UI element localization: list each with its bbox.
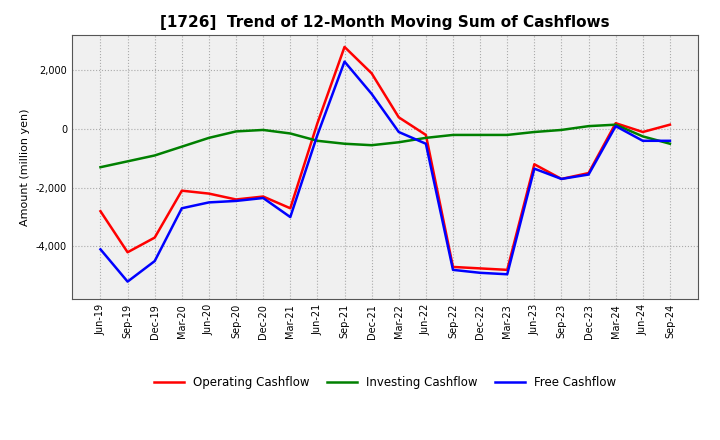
Investing Cashflow bbox=[665, 141, 674, 147]
Operating Cashflow bbox=[204, 191, 213, 196]
Free Cashflow bbox=[421, 141, 430, 147]
Investing Cashflow bbox=[421, 135, 430, 140]
Investing Cashflow bbox=[449, 132, 457, 138]
Operating Cashflow bbox=[395, 115, 403, 120]
Operating Cashflow bbox=[611, 121, 620, 126]
Operating Cashflow bbox=[665, 122, 674, 127]
Investing Cashflow bbox=[232, 129, 240, 134]
Investing Cashflow bbox=[530, 129, 539, 135]
Investing Cashflow bbox=[584, 124, 593, 129]
Free Cashflow bbox=[665, 138, 674, 143]
Investing Cashflow bbox=[341, 141, 349, 147]
Line: Operating Cashflow: Operating Cashflow bbox=[101, 47, 670, 270]
Free Cashflow bbox=[395, 129, 403, 135]
Investing Cashflow bbox=[259, 127, 268, 132]
Operating Cashflow bbox=[476, 266, 485, 271]
Operating Cashflow bbox=[421, 132, 430, 138]
Investing Cashflow bbox=[178, 144, 186, 149]
Operating Cashflow bbox=[639, 129, 647, 135]
Free Cashflow bbox=[449, 267, 457, 272]
Investing Cashflow bbox=[313, 138, 322, 143]
Y-axis label: Amount (million yen): Amount (million yen) bbox=[20, 108, 30, 226]
Operating Cashflow bbox=[286, 205, 294, 211]
Line: Investing Cashflow: Investing Cashflow bbox=[101, 125, 670, 167]
Free Cashflow bbox=[204, 200, 213, 205]
Free Cashflow bbox=[123, 279, 132, 284]
Operating Cashflow bbox=[178, 188, 186, 193]
Operating Cashflow bbox=[123, 249, 132, 255]
Investing Cashflow bbox=[476, 132, 485, 138]
Operating Cashflow bbox=[367, 71, 376, 76]
Free Cashflow bbox=[232, 198, 240, 204]
Free Cashflow bbox=[96, 247, 105, 252]
Free Cashflow bbox=[341, 59, 349, 64]
Operating Cashflow bbox=[150, 235, 159, 240]
Investing Cashflow bbox=[123, 159, 132, 164]
Free Cashflow bbox=[639, 138, 647, 143]
Free Cashflow bbox=[584, 172, 593, 177]
Operating Cashflow bbox=[557, 176, 566, 182]
Operating Cashflow bbox=[341, 44, 349, 50]
Investing Cashflow bbox=[557, 127, 566, 132]
Title: [1726]  Trend of 12-Month Moving Sum of Cashflows: [1726] Trend of 12-Month Moving Sum of C… bbox=[161, 15, 610, 30]
Operating Cashflow bbox=[96, 209, 105, 214]
Free Cashflow bbox=[286, 214, 294, 220]
Investing Cashflow bbox=[367, 143, 376, 148]
Operating Cashflow bbox=[449, 264, 457, 270]
Operating Cashflow bbox=[584, 170, 593, 176]
Line: Free Cashflow: Free Cashflow bbox=[101, 62, 670, 282]
Free Cashflow bbox=[313, 132, 322, 138]
Free Cashflow bbox=[476, 270, 485, 275]
Free Cashflow bbox=[367, 91, 376, 96]
Investing Cashflow bbox=[395, 139, 403, 145]
Operating Cashflow bbox=[530, 161, 539, 167]
Investing Cashflow bbox=[286, 131, 294, 136]
Investing Cashflow bbox=[204, 135, 213, 140]
Legend: Operating Cashflow, Investing Cashflow, Free Cashflow: Operating Cashflow, Investing Cashflow, … bbox=[149, 371, 621, 394]
Operating Cashflow bbox=[503, 267, 511, 272]
Investing Cashflow bbox=[611, 122, 620, 127]
Free Cashflow bbox=[530, 166, 539, 171]
Investing Cashflow bbox=[150, 153, 159, 158]
Free Cashflow bbox=[611, 124, 620, 129]
Operating Cashflow bbox=[232, 197, 240, 202]
Operating Cashflow bbox=[313, 121, 322, 126]
Investing Cashflow bbox=[639, 134, 647, 139]
Free Cashflow bbox=[150, 258, 159, 264]
Free Cashflow bbox=[178, 205, 186, 211]
Free Cashflow bbox=[557, 176, 566, 182]
Free Cashflow bbox=[259, 195, 268, 201]
Operating Cashflow bbox=[259, 194, 268, 199]
Investing Cashflow bbox=[96, 165, 105, 170]
Free Cashflow bbox=[503, 271, 511, 277]
Investing Cashflow bbox=[503, 132, 511, 138]
